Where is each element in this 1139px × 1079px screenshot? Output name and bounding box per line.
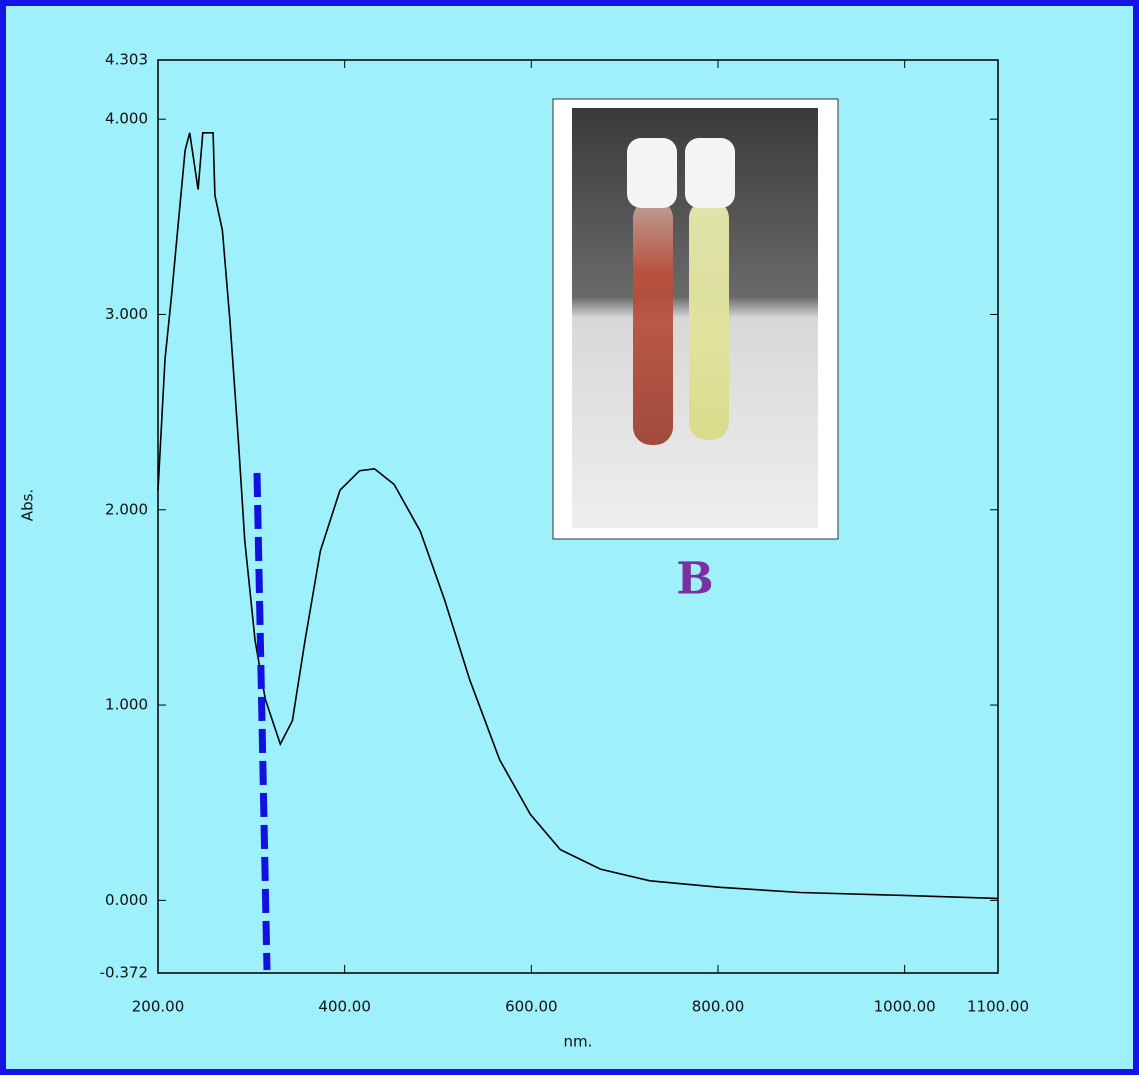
cap <box>685 138 735 208</box>
plot-area <box>157 59 999 974</box>
spectrum-line <box>157 132 999 900</box>
x-tick-label: 800.00 <box>692 998 745 1016</box>
y-tick-label: 4.000 <box>105 110 148 128</box>
y-tick-label: -0.372 <box>100 964 148 982</box>
x-tick-label: 400.00 <box>318 998 371 1016</box>
x-tick-label: 1100.00 <box>967 998 1029 1016</box>
y-tick-label: 0.000 <box>105 891 148 909</box>
x-tick-label: 600.00 <box>505 998 558 1016</box>
marker-line <box>253 472 271 971</box>
annotation: B <box>676 554 713 605</box>
y-tick-label: 2.000 <box>105 500 148 518</box>
tube-red <box>633 200 673 445</box>
y-tick-label: 1.000 <box>105 696 148 714</box>
y-axis-label: Abs. <box>19 489 37 521</box>
y-tick-label: 3.000 <box>105 305 148 323</box>
inset-photo <box>552 98 839 540</box>
y-tick-label: 4.303 <box>105 51 148 69</box>
axes: -0.372 0.000 1.000 2.000 3.000 4.000 4.303 200.… <box>100 51 1029 1016</box>
cap <box>627 138 677 208</box>
x-axis-label: nm. <box>564 1033 593 1051</box>
tube-yellow <box>689 200 729 440</box>
x-tick-label: 1000.00 <box>874 998 936 1016</box>
x-tick-label: 200.00 <box>132 998 185 1016</box>
